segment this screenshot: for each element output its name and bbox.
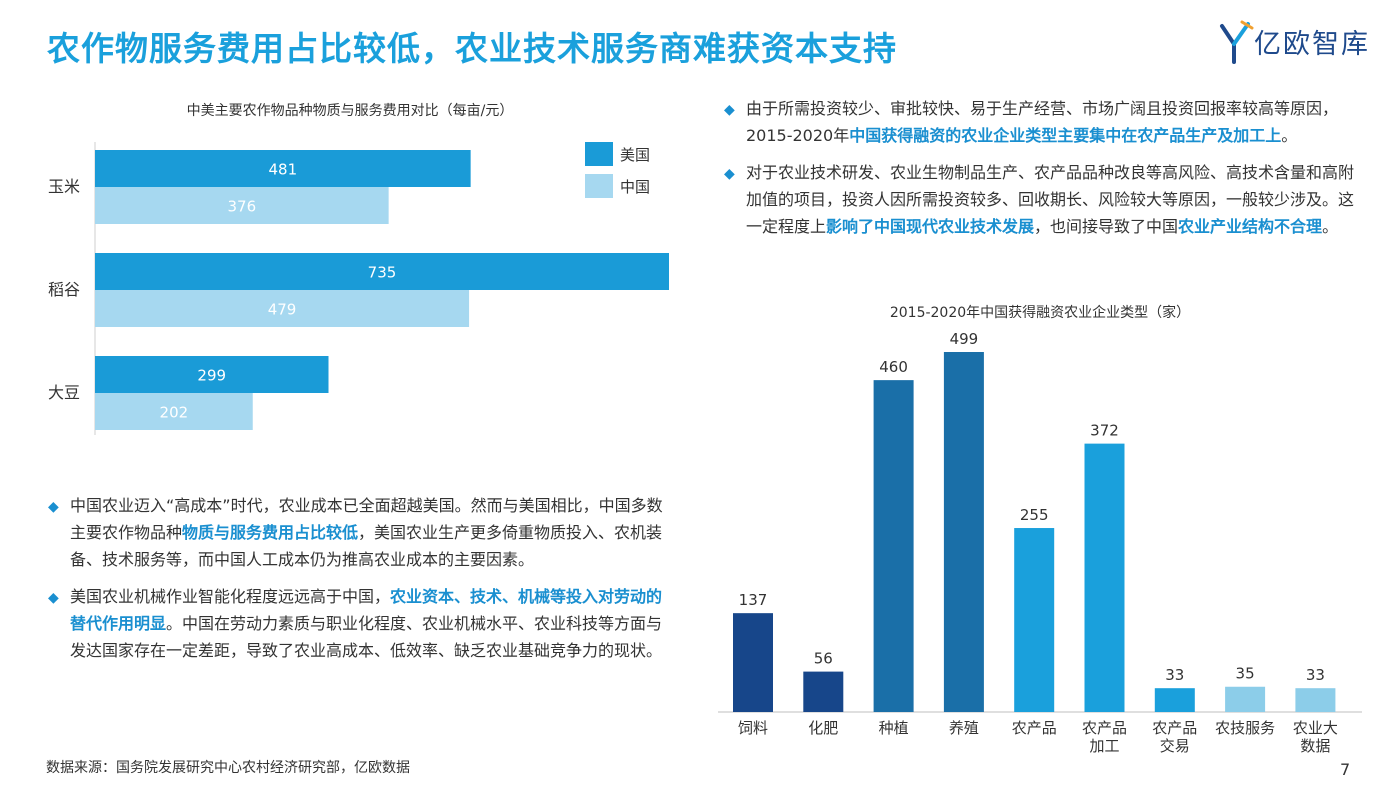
chart1-value-label: 481: [268, 161, 297, 179]
chart1-value-label: 479: [268, 301, 297, 319]
highlight-text: 农业产业结构不合理: [1178, 217, 1323, 236]
chart1-legend-swatch: [585, 174, 613, 198]
chart2-category-label: 饲料: [738, 719, 768, 737]
bullet-item: ◆ 中国农业迈入“高成本”时代，农业成本已全面超越美国。然而与美国相比，中国多数主…: [46, 492, 666, 573]
page-number: 7: [1340, 760, 1351, 779]
chart1-title: 中美主要农作物品种物质与服务费用对比（每亩/元）: [186, 103, 514, 119]
chart2-value-label: 137: [739, 591, 768, 609]
body-text: 对于农业技术研发、农业生物制品生产、农产品品种改良等高风险、高技术含量和高附加值…: [746, 163, 1355, 236]
logo-text: 亿欧智库: [1254, 29, 1370, 60]
chart2-value-label: 56: [814, 650, 833, 668]
chart1-legend-label: 美国: [620, 146, 650, 164]
highlight-text: 物质与服务费用占比较低: [182, 523, 359, 542]
body-text: 。: [1281, 126, 1298, 145]
chart1-value-label: 735: [368, 264, 397, 282]
chart2-bar: [873, 380, 914, 712]
chart2-value-label: 35: [1236, 665, 1255, 683]
chart2-category-label: 农产品交易: [1152, 719, 1197, 755]
chart2-bar: [1295, 688, 1336, 712]
chart1-legend-label: 中国: [620, 178, 650, 196]
bullet-item: ◆ 美国农业机械作业智能化程度远远高于中国，农业资本、技术、机械等投入对劳动的替代…: [46, 583, 666, 664]
diamond-bullet-icon: ◆: [48, 590, 59, 606]
body-text: 。中国在劳动力素质与职业化程度、农业机械水平、农业科技等方面与发达国家存在一定差…: [70, 614, 663, 660]
highlight-text: 农业资本、技术、机械等投入对劳动的替代作用明显: [70, 587, 663, 633]
body-text: 。: [1322, 217, 1339, 236]
chart2-value-label: 33: [1165, 666, 1184, 684]
chart1-category-label: 玉米: [48, 177, 80, 196]
chart1-bar-china: [95, 393, 253, 430]
chart1-legend-swatch: [585, 142, 613, 166]
chart2-category-label: 农技服务: [1215, 719, 1275, 737]
chart2-category-label: 种植: [879, 719, 909, 737]
chart2-bar: [1014, 528, 1055, 712]
chart2-category-label: 农产品加工: [1082, 719, 1127, 755]
chart1-value-label: 376: [227, 198, 256, 216]
highlight-text: 影响了中国现代农业技术发展: [826, 217, 1035, 236]
diamond-bullet-icon: ◆: [48, 499, 59, 515]
chart2-value-label: 460: [879, 358, 908, 376]
chart2-category-label: 养殖: [949, 719, 979, 737]
chart1-bar-usa: [95, 253, 669, 290]
brand-logo: 亿欧智库: [1218, 18, 1368, 66]
left-bullet-list: ◆ 中国农业迈入“高成本”时代，农业成本已全面超越美国。然而与美国相比，中国多数主…: [46, 492, 666, 674]
bullet-item: ◆ 对于农业技术研发、农业生物制品生产、农产品品种改良等高风险、高技术含量和高附加…: [722, 159, 1362, 240]
chart1-bar-china: [95, 187, 389, 224]
chart2-value-label: 372: [1090, 422, 1119, 440]
chart2-category-label: 农产品: [1012, 719, 1057, 737]
chart2-bar: [943, 352, 984, 712]
chart1-value-label: 202: [160, 404, 189, 422]
chart2-bar: [1154, 688, 1195, 712]
chart1-bar-usa: [95, 356, 329, 393]
highlight-text: 中国获得融资的农业企业类型主要集中在农产品生产及加工上: [849, 126, 1282, 145]
chart1-bar-china: [95, 290, 470, 327]
body-text: ，也间接导致了中国: [1034, 217, 1179, 236]
chart2-bar: [803, 671, 844, 712]
chart2-vertical-bar: 137 饲料 56 化肥 460 种植 499 养殖 255 农产品 372 农产品加工 33 农产品交易…: [718, 330, 1362, 755]
chart1-category-label: 稻谷: [48, 280, 80, 299]
chart1-value-label: 299: [197, 367, 226, 385]
body-text: 美国农业机械作业智能化程度远远高于中国，: [70, 587, 391, 606]
chart1-category-label: 大豆: [48, 383, 80, 402]
chart2-value-label: 499: [950, 330, 979, 348]
body-text: 中国农业迈入“高成本”时代，农业成本已全面超越美国。然而与美国相比，中国多数主要…: [70, 496, 663, 542]
chart2-bar: [733, 613, 773, 712]
diamond-bullet-icon: ◆: [724, 166, 735, 182]
diamond-bullet-icon: ◆: [724, 102, 735, 118]
right-bullet-list: ◆ 由于所需投资较少、审批较快、易于生产经营、市场广阔且投资回报率较高等原因，20…: [722, 95, 1362, 250]
bullet-item: ◆ 由于所需投资较少、审批较快、易于生产经营、市场广阔且投资回报率较高等原因，20…: [722, 95, 1362, 149]
data-source: 数据来源：国务院发展研究中心农村经济研究部，亿欧数据: [46, 760, 410, 776]
body-text: 由于所需投资较少、审批较快、易于生产经营、市场广阔且投资回报率较高等原因，201…: [746, 99, 1339, 145]
chart2-value-label: 255: [1020, 506, 1049, 524]
chart2-category-label: 化肥: [808, 719, 838, 737]
chart2-category-label: 农业大数据: [1293, 719, 1338, 755]
chart1-bar-usa: [95, 150, 471, 187]
chart2-value-label: 33: [1306, 666, 1325, 684]
body-text: ，美国农业生产更多倚重物质投入、农机装备、技术服务等，而中国人工成本仍为推高农业…: [70, 523, 663, 569]
chart2-bar: [1084, 443, 1125, 712]
chart2-bar: [1225, 686, 1266, 712]
chart2-title: 2015-2020年中国获得融资农业企业类型（家）: [889, 305, 1191, 321]
logo-mark-icon: [1220, 20, 1254, 64]
page-title: 农作物服务费用占比较低，农业技术服务商难获资本支持: [47, 29, 897, 68]
